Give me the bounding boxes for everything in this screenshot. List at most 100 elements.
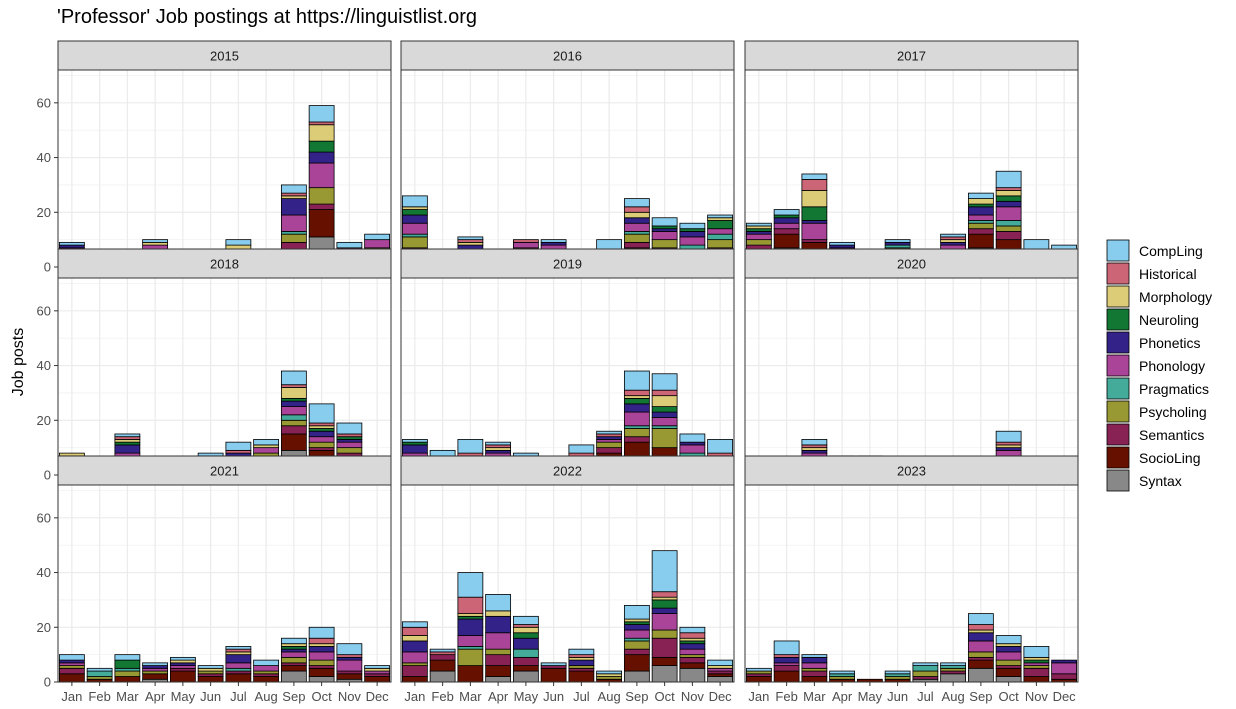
bar-segment-2018-Sep-morphology: [280, 387, 307, 399]
bar-segment-2015-Oct-psycholing: [308, 187, 335, 205]
bar-segment-2017-Mar-neuroling: [801, 206, 828, 221]
bar-segment-2015-Oct-semantics: [308, 203, 335, 210]
bar-segment-2017-Aug-morphology: [940, 239, 967, 243]
bar-segment-2017-Feb-socioling: [773, 233, 800, 249]
bar-segment-2020-Oct-historical: [995, 441, 1022, 446]
bar-segment-2022-Apr-psycholing: [485, 648, 512, 656]
bar-segment-2017-Apr-compling: [829, 241, 856, 246]
bar-segment-2023-Oct-socioling: [995, 667, 1022, 677]
bar-segment-2019-Feb-compling: [429, 449, 456, 457]
bar-segment-2018-Jul-phonetics: [225, 452, 252, 457]
bar-segment-2022-Jul-historical: [568, 654, 595, 658]
bar-segment-2017-Oct-historical: [995, 187, 1022, 191]
bar-segment-2021-Apr-phonetics: [142, 665, 169, 669]
bar-segment-2016-Nov-phonology: [679, 236, 706, 246]
bar-segment-2022-Nov-syntax: [679, 667, 706, 683]
x-tick-label: Aug: [942, 689, 965, 704]
bar-segment-2017-Feb-semantics: [773, 228, 800, 235]
bar-segment-2020-Mar-phonetics: [801, 449, 828, 454]
bar-segment-2023-Sep-compling: [967, 613, 994, 625]
bar-segment-2016-Jun-compling: [540, 239, 567, 243]
bar-segment-2021-Dec-phonology: [364, 670, 391, 675]
bar-segment-2015-Sep-psycholing: [280, 233, 307, 243]
bar-segment-2021-Apr-socioling: [142, 673, 169, 680]
bar-segment-2022-Mar-morphology: [457, 613, 484, 617]
legend-label-phonology: Phonology: [1139, 358, 1205, 374]
legend-key-pragmatics: [1106, 377, 1130, 400]
bar-segment-2023-Jan-semantics: [745, 673, 772, 677]
bar-segment-2022-Nov-semantics: [679, 656, 706, 664]
bar-segment-2022-Dec-morphology: [707, 665, 734, 669]
bar-segment-2018-Oct-phonetics: [308, 430, 335, 438]
bar-segment-2021-Oct-morphology: [308, 643, 335, 647]
bar-segment-2022-Mar-neuroling: [457, 615, 484, 620]
bar-segment-2019-Apr-compling: [485, 441, 512, 446]
bar-segment-2018-Sep-pragmatics: [280, 414, 307, 421]
bar-segment-2016-May-historical: [512, 239, 539, 243]
bar-segment-2019-Apr-historical: [485, 444, 512, 449]
bar-segment-2015-Oct-phonetics: [308, 151, 335, 164]
legend-key-socioling: [1106, 446, 1130, 469]
bar-segment-2022-Oct-morphology: [651, 596, 678, 601]
bar-segment-2023-Oct-syntax: [995, 676, 1022, 683]
x-tick-label: May: [171, 689, 196, 704]
bar-segment-2016-Jan-pragmatics: [401, 233, 428, 238]
bar-segment-2022-Apr-semantics: [485, 654, 512, 666]
bar-segment-2019-Sep-phonology: [623, 411, 650, 427]
bar-segment-2015-Sep-pragmatics: [280, 231, 307, 235]
bar-segment-2017-Mar-semantics: [801, 239, 828, 243]
bar-segment-2018-Sep-socioling: [280, 433, 307, 451]
bar-segment-2017-Jan-morphology: [745, 225, 772, 230]
bar-segment-2016-Dec-morphology: [707, 217, 734, 221]
bar-segment-2023-Oct-phonetics: [995, 646, 1022, 653]
bar-segment-2016-Sep-compling: [623, 198, 650, 208]
bar-segment-2023-Nov-compling: [1023, 646, 1050, 658]
bar-segment-2015-Jan-compling: [58, 241, 85, 246]
bar-segment-2022-May-semantics: [512, 656, 539, 666]
bar-segment-2017-Sep-phonetics: [967, 206, 994, 216]
bar-segment-2018-Oct-neuroling: [308, 428, 335, 432]
bar-segment-2023-Mar-phonetics: [801, 656, 828, 664]
bar-segment-2017-Oct-semantics: [995, 231, 1022, 241]
bar-segment-2021-Jul-morphology: [225, 651, 252, 656]
y-tick-label: 40: [37, 565, 51, 580]
bar-segment-2022-Apr-compling: [485, 594, 512, 612]
bar-segment-2023-Dec-phonetics: [1051, 659, 1078, 664]
bar-segment-2015-Apr-morphology: [142, 241, 169, 246]
bar-segment-2023-Oct-morphology: [995, 643, 1022, 647]
legend-key-semantics: [1106, 423, 1130, 446]
bar-segment-2021-Jun-compling: [197, 665, 224, 669]
bar-segment-2017-Aug-historical: [940, 236, 967, 241]
bar-segment-2016-Oct-phonology: [651, 231, 678, 241]
bar-segment-2015-Nov-compling: [336, 241, 363, 249]
bar-segment-2022-Jul-morphology: [568, 656, 595, 661]
bar-segment-2023-Sep-phonology: [967, 640, 994, 653]
bar-segment-2022-Nov-psycholing: [679, 654, 706, 658]
bar-segment-2018-Mar-morphology: [114, 439, 141, 443]
bar-segment-2021-Jun-psycholing: [197, 670, 224, 675]
y-tick-label: 60: [37, 95, 51, 110]
bar-segment-2021-Oct-phonetics: [308, 646, 335, 653]
bar-segment-2022-Jun-socioling: [540, 667, 567, 683]
bar-segment-2017-Jun-phonetics: [884, 241, 911, 246]
bar-segment-2018-Nov-phonology: [336, 441, 363, 449]
x-tick-label: Jun: [543, 689, 564, 704]
bar-segment-2018-Jul-compling: [225, 441, 252, 451]
x-tick-label: Jun: [200, 689, 221, 704]
x-tick-label: Nov: [1025, 689, 1049, 704]
bar-segment-2016-Nov-phonetics: [679, 231, 706, 238]
legend-key-historical: [1106, 262, 1130, 285]
bar-segment-2021-Jan-compling: [58, 654, 85, 661]
bar-segment-2021-Sep-phonetics: [280, 648, 307, 653]
bar-segment-2021-Jan-psycholing: [58, 665, 85, 669]
x-tick-label: Dec: [709, 689, 733, 704]
x-tick-label: May: [858, 689, 883, 704]
bar-segment-2021-Jul-historical: [225, 648, 252, 653]
bar-segment-2019-Sep-morphology: [623, 395, 650, 399]
bar-segment-2018-Oct-semantics: [308, 447, 335, 451]
legend-label-morphology: Morphology: [1139, 289, 1212, 305]
bar-segment-2021-Mar-socioling: [114, 676, 141, 683]
bar-segment-2019-Oct-phonology: [651, 417, 678, 427]
x-tick-label: Sep: [969, 689, 992, 704]
